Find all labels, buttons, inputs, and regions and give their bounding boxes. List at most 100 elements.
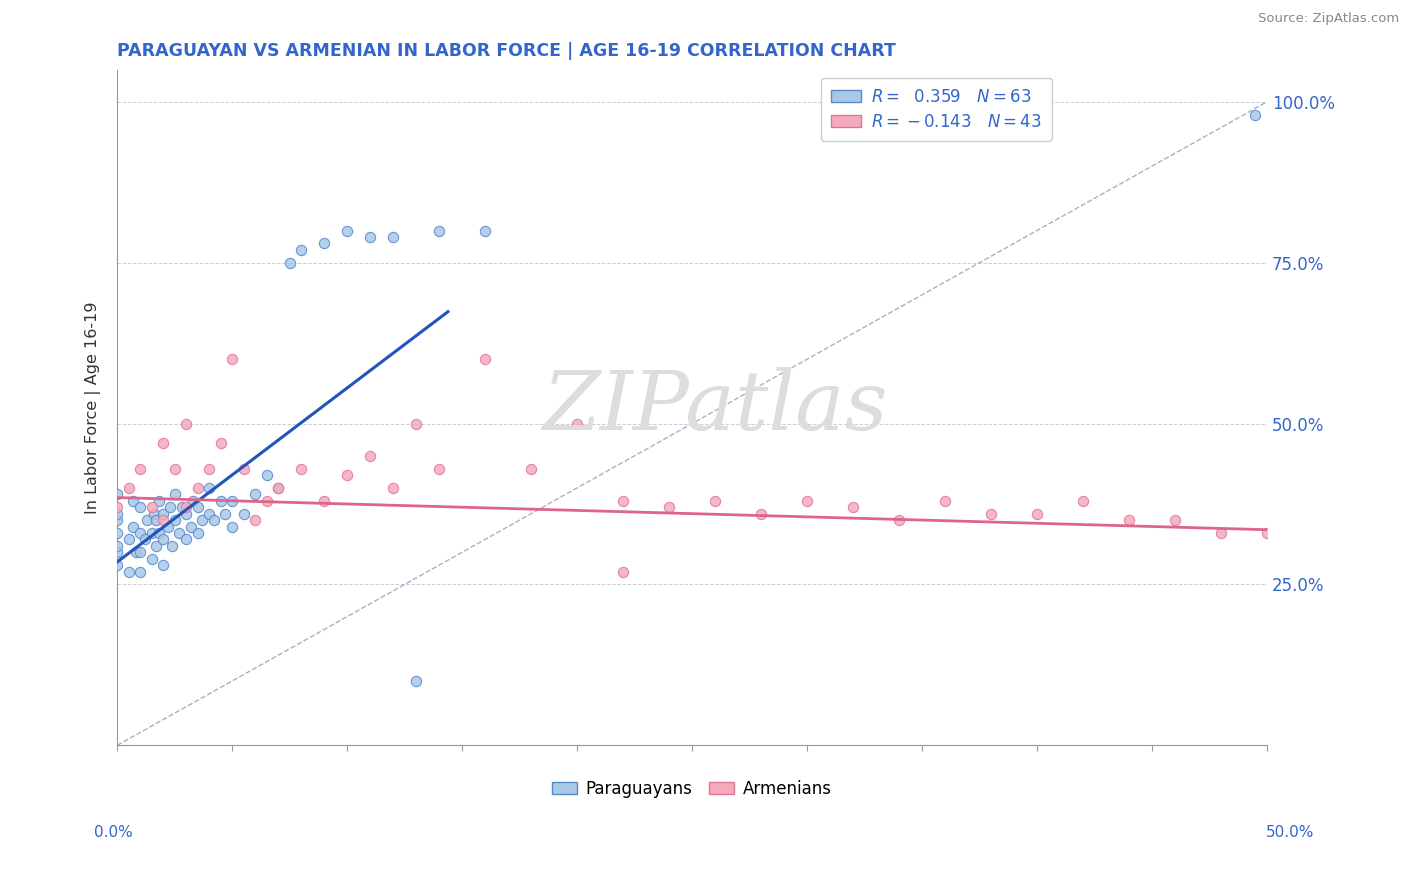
Point — [156, 519, 179, 533]
Point — [141, 500, 163, 515]
Point — [796, 493, 818, 508]
Point — [267, 481, 290, 495]
Point — [704, 493, 727, 508]
Point — [159, 500, 181, 515]
Point — [474, 223, 496, 237]
Point — [198, 461, 221, 475]
Y-axis label: In Labor Force | Age 16-19: In Labor Force | Age 16-19 — [86, 301, 101, 514]
Point — [1118, 513, 1140, 527]
Point — [180, 519, 202, 533]
Point — [842, 500, 865, 515]
Point — [124, 545, 146, 559]
Point — [141, 551, 163, 566]
Point — [474, 352, 496, 367]
Point — [1244, 108, 1267, 122]
Point — [314, 493, 336, 508]
Point — [1071, 493, 1094, 508]
Point — [209, 435, 232, 450]
Point — [245, 513, 267, 527]
Point — [122, 493, 145, 508]
Legend: Paraguayans, Armenians: Paraguayans, Armenians — [546, 773, 838, 805]
Point — [278, 255, 301, 269]
Point — [118, 533, 141, 547]
Point — [749, 507, 772, 521]
Point — [1026, 507, 1049, 521]
Point — [267, 481, 290, 495]
Point — [162, 539, 184, 553]
Point — [163, 513, 186, 527]
Point — [1209, 525, 1232, 540]
Point — [290, 243, 312, 257]
Point — [427, 223, 450, 237]
Point — [198, 507, 221, 521]
Point — [520, 461, 543, 475]
Point — [214, 507, 236, 521]
Point — [612, 493, 634, 508]
Point — [174, 500, 197, 515]
Point — [256, 493, 278, 508]
Point — [198, 481, 221, 495]
Point — [336, 468, 359, 483]
Point — [170, 500, 193, 515]
Point — [181, 493, 204, 508]
Point — [129, 545, 152, 559]
Point — [1164, 513, 1187, 527]
Point — [118, 481, 141, 495]
Point — [118, 565, 141, 579]
Point — [105, 525, 128, 540]
Point — [152, 435, 174, 450]
Point — [145, 513, 167, 527]
Point — [152, 558, 174, 573]
Point — [221, 519, 243, 533]
Point — [1256, 525, 1278, 540]
Point — [129, 500, 152, 515]
Point — [105, 545, 128, 559]
Point — [105, 539, 128, 553]
Point — [163, 487, 186, 501]
Point — [187, 525, 209, 540]
Point — [658, 500, 681, 515]
Point — [105, 513, 128, 527]
Point — [187, 481, 209, 495]
Point — [163, 461, 186, 475]
Text: PARAGUAYAN VS ARMENIAN IN LABOR FORCE | AGE 16-19 CORRELATION CHART: PARAGUAYAN VS ARMENIAN IN LABOR FORCE | … — [117, 42, 896, 60]
Point — [427, 461, 450, 475]
Point — [145, 539, 167, 553]
Point — [169, 525, 191, 540]
Point — [382, 481, 405, 495]
Point — [405, 417, 427, 431]
Point — [887, 513, 910, 527]
Point — [245, 487, 267, 501]
Point — [191, 513, 214, 527]
Point — [174, 417, 197, 431]
Text: ZIPatlas: ZIPatlas — [543, 368, 887, 448]
Point — [612, 565, 634, 579]
Point — [934, 493, 956, 508]
Point — [565, 417, 588, 431]
Text: Source: ZipAtlas.com: Source: ZipAtlas.com — [1258, 12, 1399, 25]
Text: 50.0%: 50.0% — [1267, 825, 1315, 839]
Point — [359, 230, 381, 244]
Point — [148, 493, 170, 508]
Point — [174, 507, 197, 521]
Point — [382, 230, 405, 244]
Point — [256, 468, 278, 483]
Point — [129, 565, 152, 579]
Point — [314, 236, 336, 251]
Point — [122, 519, 145, 533]
Point — [221, 493, 243, 508]
Point — [129, 461, 152, 475]
Point — [105, 507, 128, 521]
Point — [174, 533, 197, 547]
Point — [152, 507, 174, 521]
Point — [209, 493, 232, 508]
Point — [202, 513, 225, 527]
Point — [359, 449, 381, 463]
Point — [152, 513, 174, 527]
Point — [187, 500, 209, 515]
Point — [136, 513, 159, 527]
Point — [134, 533, 156, 547]
Point — [221, 352, 243, 367]
Point — [232, 461, 254, 475]
Point — [148, 525, 170, 540]
